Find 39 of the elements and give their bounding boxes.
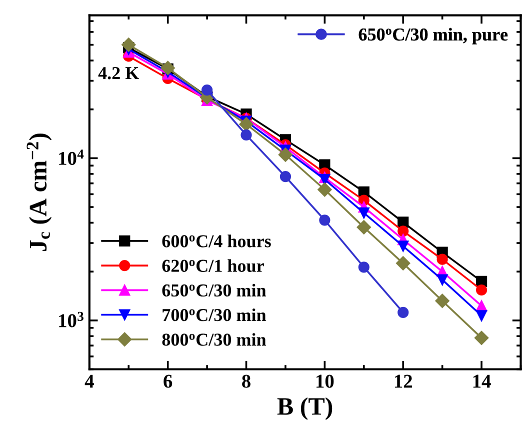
point [476, 284, 488, 296]
point [356, 220, 371, 234]
point [278, 148, 293, 162]
point [398, 226, 409, 237]
point [358, 262, 370, 273]
point [280, 171, 292, 182]
legend-label: 700$^{o}$C/30 min [162, 308, 266, 322]
x-tick-label: 10 [316, 374, 334, 388]
annotation: 4.2 K [98, 67, 140, 80]
y-axis-title: J$_{c}$ (A cm$^{−2}$) [26, 134, 52, 252]
legend-label: 650$^{o}$C/30 min, pure [358, 28, 508, 44]
x-tick-label: 12 [394, 374, 412, 388]
y-tick-label: 10$^{3}$ [59, 312, 84, 328]
point [160, 60, 175, 76]
legend-label: 600$^{o}$C/4 hours [162, 234, 271, 248]
x-tick-label: 4 [84, 374, 94, 388]
point [240, 129, 252, 141]
point [476, 310, 488, 322]
point [396, 256, 410, 270]
x-axis-title: B (T) [277, 397, 332, 420]
legend-label: 620$^{o}$C/1 hour [162, 259, 264, 272]
y-tick-label: 10$^{4}$ [59, 150, 84, 165]
point [318, 182, 332, 197]
point [474, 330, 489, 346]
point [319, 214, 330, 226]
x-tick-label: 14 [473, 374, 491, 388]
point [122, 38, 136, 52]
point [398, 240, 409, 252]
point [436, 274, 448, 286]
x-tick-label: 8 [242, 374, 250, 388]
point [239, 117, 254, 132]
point [398, 306, 409, 318]
point [358, 207, 370, 218]
legend-label: 800$^{o}$C/30 min [162, 333, 266, 346]
x-tick-label: 6 [164, 374, 172, 388]
point [201, 84, 213, 96]
point [436, 254, 448, 265]
legend-label: 650$^{o}$C/30 min [162, 284, 266, 297]
point [435, 294, 450, 308]
